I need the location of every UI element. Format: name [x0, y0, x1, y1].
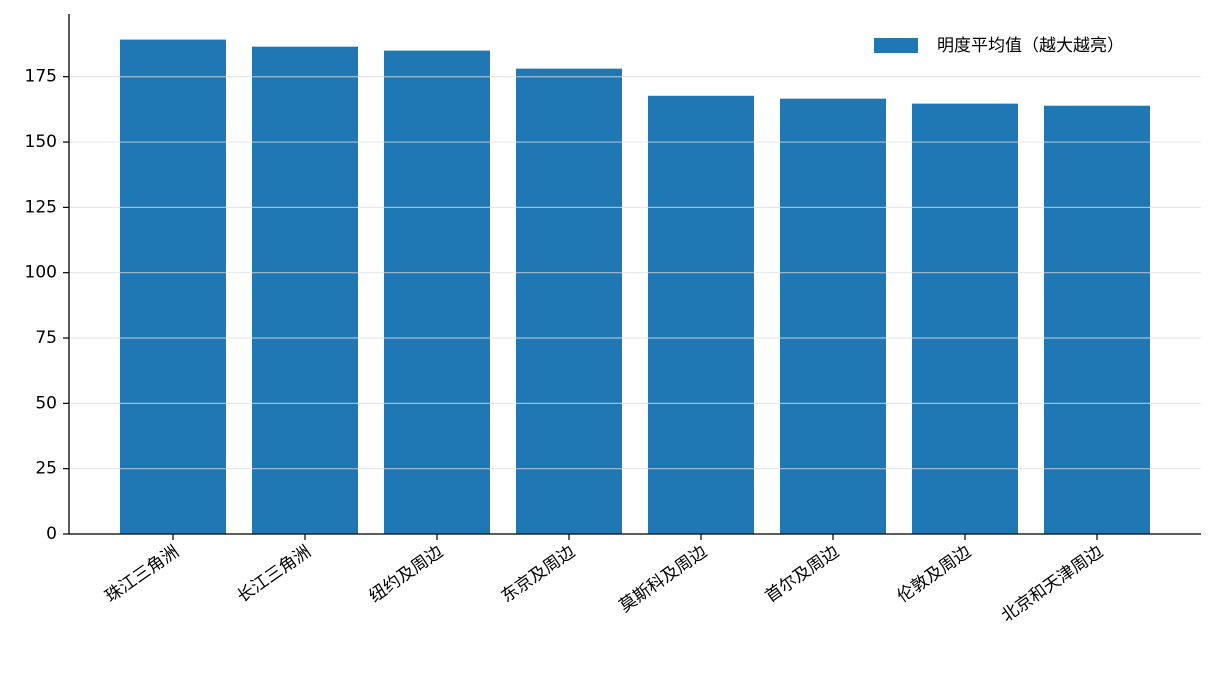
y-tick-label: 100	[25, 263, 57, 283]
legend-label: 明度平均值（越大越亮）	[937, 36, 1124, 56]
y-tick-label: 75	[35, 328, 57, 348]
bar	[1044, 105, 1150, 534]
bar	[516, 68, 622, 534]
y-tick-label: 125	[25, 197, 57, 217]
y-tick-label: 175	[25, 67, 57, 87]
bar	[648, 95, 754, 535]
legend-swatch	[874, 38, 918, 53]
bar	[120, 39, 226, 535]
bar	[780, 98, 886, 534]
y-tick-label: 50	[35, 393, 57, 413]
y-tick-label: 150	[25, 132, 57, 152]
y-tick-label: 0	[46, 524, 57, 544]
bar	[912, 103, 1018, 534]
bar	[384, 50, 490, 534]
y-tick-label: 25	[35, 459, 57, 479]
bar	[252, 46, 358, 534]
